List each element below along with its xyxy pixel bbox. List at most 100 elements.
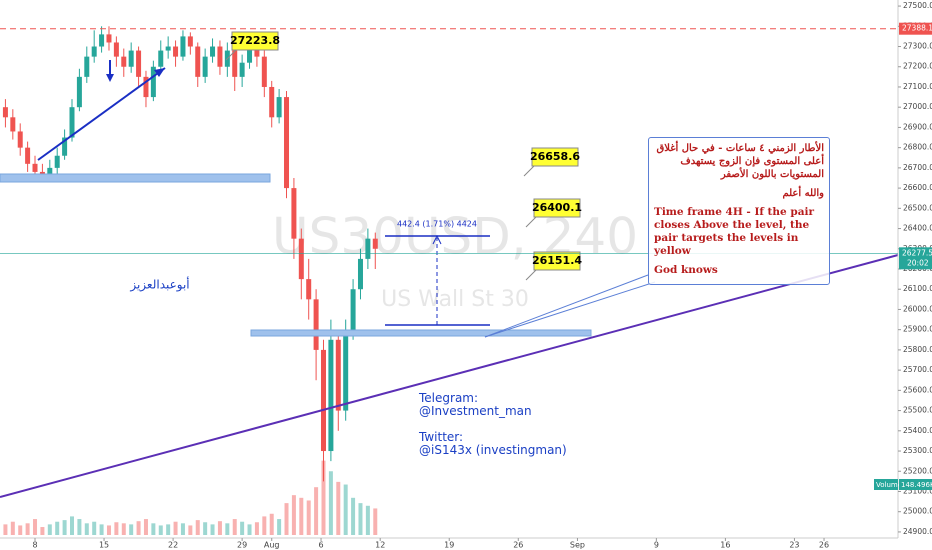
volume-tag-value: 148.496K (901, 481, 932, 489)
y-tick-label: 26900.0 (903, 122, 932, 131)
candle-body (291, 188, 297, 239)
candle-body (350, 289, 356, 330)
volume-bar (254, 522, 259, 535)
x-tick-label: Aug (264, 541, 280, 550)
note-end: God knows (654, 264, 718, 276)
arrow-head (154, 68, 165, 77)
volume-bar (62, 520, 67, 535)
connector (225, 49, 237, 61)
volume-bar (247, 524, 252, 535)
price-tag-label: 27388.1 (902, 24, 932, 33)
volume-bar (336, 481, 341, 535)
volume-bar (373, 508, 378, 535)
price-label: 26400.1 (532, 201, 582, 214)
contact-line: Telegram: (419, 391, 479, 405)
volume-bar (99, 524, 104, 535)
volume-bar (358, 503, 363, 535)
volume-bar (240, 521, 245, 535)
candle-body (298, 238, 304, 280)
candle-body (202, 56, 208, 77)
x-tick-label: 19 (444, 541, 454, 550)
candle-body (276, 97, 282, 118)
candle-body (165, 46, 171, 51)
candle-body (62, 137, 68, 156)
candle-body (173, 46, 179, 57)
zone (250, 329, 592, 337)
connector (523, 165, 535, 177)
volume-bar (291, 495, 296, 535)
x-tick-label: 26 (513, 541, 523, 550)
y-tick-label: 26500.0 (903, 203, 932, 212)
y-tick-label: 27100.0 (903, 82, 932, 91)
countdown: 20:02 (907, 258, 929, 267)
price-label-box (533, 198, 581, 218)
candle-body (284, 97, 290, 189)
candle-body (10, 117, 16, 132)
candle-body (2, 107, 8, 118)
trendline (0, 254, 899, 498)
contact: Telegram: @Investment_man Twitter: @iS14… (419, 392, 567, 457)
candle-body (25, 147, 31, 164)
arrow (37, 67, 166, 161)
connector (525, 269, 537, 281)
volume-bar (25, 523, 30, 535)
volume-bar (351, 497, 356, 535)
y-tick-label: 25800.0 (903, 345, 932, 354)
x-tick-label: 29 (237, 541, 247, 550)
volume-bar (262, 516, 267, 535)
x-tick-label: 8 (32, 541, 37, 550)
note-box: الأطار الزمني ٤ ساعات - في حال أغلاق أعل… (648, 137, 830, 285)
candle-body (187, 36, 193, 47)
candle-body (335, 339, 341, 411)
candle-body (99, 34, 105, 47)
volume-bar (106, 525, 111, 535)
note-ar: الأطار الزمني ٤ ساعات - في حال أغلاق أعل… (656, 143, 824, 180)
volume-bar (203, 522, 208, 535)
volume-bar (84, 523, 89, 535)
y-tick-label: 25300.0 (903, 446, 932, 455)
x-tick-label: 15 (99, 541, 109, 550)
y-tick-label: 25100.0 (903, 486, 932, 495)
volume-bar (10, 521, 15, 535)
price-label-box (533, 251, 581, 271)
author: أبوعبدالعزيز (129, 277, 189, 293)
candle-body (269, 86, 275, 118)
arrow-head (432, 234, 442, 245)
candle-body (128, 50, 134, 67)
volume-bar (321, 460, 326, 535)
y-tick-label: 24900.0 (903, 527, 932, 536)
candle-body (372, 238, 378, 249)
volume-tag (899, 479, 932, 490)
volume-bar (151, 523, 156, 535)
volume-bar (225, 523, 230, 535)
y-tick-label: 25600.0 (903, 385, 932, 394)
candle-body (239, 62, 245, 77)
volume-bar (47, 524, 52, 535)
volume-bar (195, 520, 200, 535)
x-tick-label: Sep (570, 541, 585, 550)
zone (0, 173, 271, 183)
y-tick-label: 26000.0 (903, 304, 932, 313)
volume-bar (284, 503, 289, 535)
candle-body (150, 66, 156, 98)
note-ar2: والله أعلم (782, 188, 824, 199)
callout-line (484, 274, 649, 338)
candle-body (69, 107, 75, 138)
candle-body (136, 50, 142, 77)
candle-body (106, 34, 112, 43)
y-tick-label: 27300.0 (903, 42, 932, 51)
plot (2, 26, 378, 535)
candle-body (306, 279, 312, 300)
candle-body (365, 238, 371, 259)
contact-line: Twitter: (419, 430, 464, 444)
volume-bar (92, 521, 97, 535)
candle-body (357, 258, 363, 290)
volume-bar (232, 519, 237, 535)
volume-bar (158, 525, 163, 535)
candle-body (247, 46, 253, 63)
candle-body (232, 50, 238, 77)
volume-tag-label: Volume (876, 481, 902, 489)
volume-bar (210, 524, 215, 535)
measure-label: 442.4 (1.71%) 4424 (397, 220, 477, 229)
